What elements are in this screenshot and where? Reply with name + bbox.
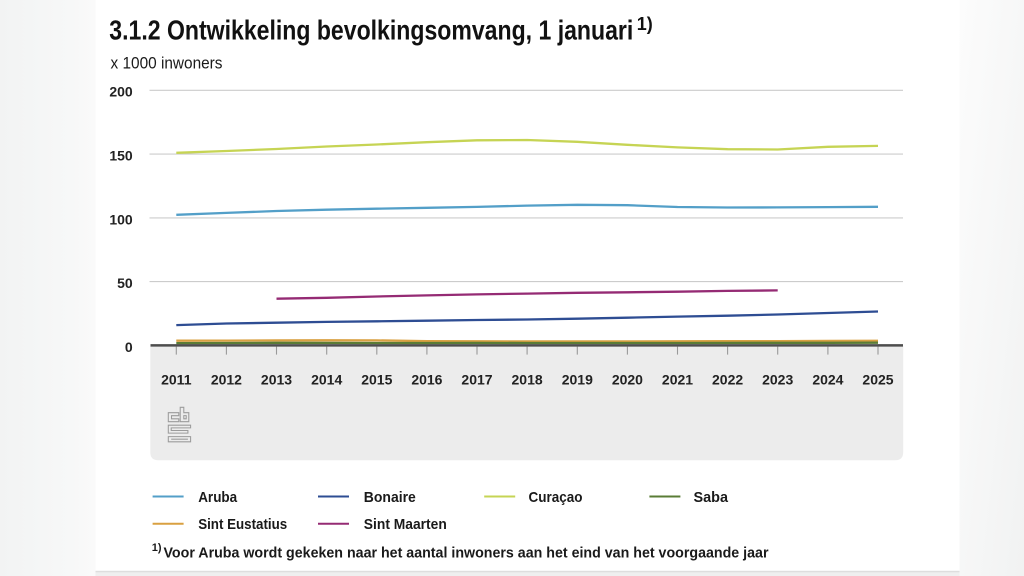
svg-text:Aruba: Aruba xyxy=(198,489,238,506)
svg-text:2023: 2023 xyxy=(762,372,793,388)
svg-text:Sint Maarten: Sint Maarten xyxy=(364,516,447,533)
svg-text:1): 1) xyxy=(637,14,653,34)
svg-text:50: 50 xyxy=(117,275,133,291)
svg-text:0: 0 xyxy=(125,339,133,355)
svg-text:Saba: Saba xyxy=(694,489,729,506)
svg-text:2016: 2016 xyxy=(411,372,442,388)
svg-text:3.1.2 Ontwikkeling bevolkingso: 3.1.2 Ontwikkeling bevolkingsomvang, 1 j… xyxy=(109,15,633,46)
svg-text:Sint Eustatius: Sint Eustatius xyxy=(198,516,287,533)
svg-text:2018: 2018 xyxy=(512,372,543,388)
svg-text:2015: 2015 xyxy=(361,372,392,388)
svg-text:2022: 2022 xyxy=(712,372,743,388)
svg-text:2017: 2017 xyxy=(461,372,492,388)
svg-text:100: 100 xyxy=(109,211,133,227)
svg-text:2021: 2021 xyxy=(662,372,693,388)
svg-text:2012: 2012 xyxy=(211,372,242,388)
svg-text:2020: 2020 xyxy=(612,372,643,388)
svg-text:Bonaire: Bonaire xyxy=(364,489,416,506)
svg-text:2011: 2011 xyxy=(161,372,192,388)
svg-text:2013: 2013 xyxy=(261,372,292,388)
svg-text:2014: 2014 xyxy=(311,372,342,388)
svg-text:Curaçao: Curaçao xyxy=(529,489,583,506)
svg-text:2024: 2024 xyxy=(812,372,843,388)
svg-text:x 1000 inwoners: x 1000 inwoners xyxy=(111,55,223,73)
svg-text:1): 1) xyxy=(152,542,162,554)
svg-text:2025: 2025 xyxy=(862,372,893,388)
svg-text:2019: 2019 xyxy=(562,372,593,388)
svg-text:Voor Aruba wordt gekeken naar: Voor Aruba wordt gekeken naar het aantal… xyxy=(164,544,769,561)
svg-text:200: 200 xyxy=(109,84,133,100)
svg-text:150: 150 xyxy=(109,148,133,164)
